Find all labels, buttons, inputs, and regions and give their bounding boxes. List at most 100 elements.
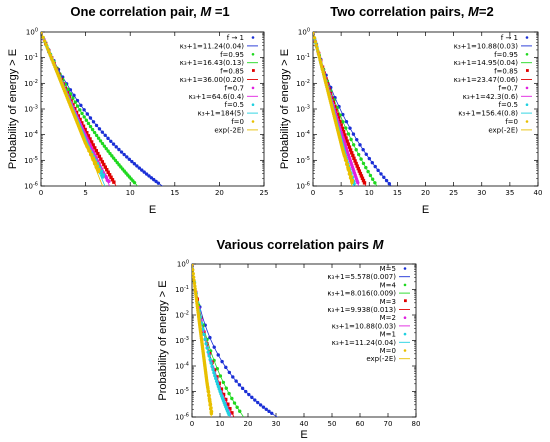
legend-fit-label: κ₃+1=10.88(0.03) [454,42,518,50]
data-point [212,371,216,375]
data-point [109,139,113,143]
legend-series-name: M=5 [380,265,396,273]
data-point [90,152,94,157]
y-tick-base: 10 [296,183,305,191]
legend-fit-label: κ₃+1=36.00(0.20) [180,76,244,84]
chart-title-part: M [373,237,385,252]
data-point [379,172,383,176]
y-tick-exponent: -6 [33,182,38,188]
data-point [109,175,113,179]
data-point [85,112,90,116]
data-point [206,350,210,354]
data-point [44,42,48,47]
y-tick-exponent: 0 [186,260,189,266]
y-tick-exponent: -3 [184,336,189,342]
data-point [192,275,196,279]
data-point [86,134,91,138]
legend-fit-label: κ₃+1=10.88(0.03) [332,322,396,330]
data-point [106,136,110,141]
y-axis-label: Probability of energy > E [279,49,291,169]
y-tick-label: 100 [177,260,189,269]
chart-title-part: Various correlation pairs [217,237,373,252]
data-point [206,390,211,394]
data-point [122,152,126,157]
data-point [86,121,91,126]
y-tick-base: 10 [24,54,33,62]
x-tick-label: 50 [328,420,337,428]
data-point [346,132,351,136]
data-point [339,123,343,127]
legend-marker [525,53,529,56]
data-point [209,409,214,414]
legend-marker [403,332,407,336]
legend-series-name: f=0.85 [220,68,244,76]
y-tick-label: 10-4 [24,130,38,139]
data-point [356,152,361,157]
data-point [247,392,251,397]
data-point [316,49,320,54]
y-tick-base: 10 [175,363,184,371]
legend-fit-label: κ₃+1=184(5) [198,110,245,118]
data-point [117,147,121,152]
x-tick-label: 0 [39,189,43,197]
data-point [94,149,98,153]
data-point [42,39,47,43]
data-point [240,386,245,391]
y-tick-exponent: 0 [35,28,38,34]
data-point [212,345,216,349]
x-tick-label: 5 [339,189,343,197]
y-tick-label: 10-5 [296,156,310,165]
data-point [76,114,81,118]
y-tick-label: 10-1 [24,53,38,62]
data-point [351,143,356,147]
y-tick-exponent: 0 [307,28,310,34]
data-point [92,130,97,135]
y-tick-exponent: -2 [305,79,310,85]
plot-area [41,32,163,186]
data-point [100,160,105,164]
data-point [270,411,274,416]
data-point [152,177,156,182]
data-point [211,367,215,372]
data-point [68,92,73,96]
legend-fit-label: κ₃+1=11.24(0.04) [180,42,244,50]
legend-fit-label: κ₃+1=8.016(0.009) [327,290,396,298]
y-tick-base: 10 [177,261,186,269]
data-point [348,126,352,130]
data-point [47,51,52,55]
y-tick-exponent: -1 [184,285,189,291]
legend-fit-label: κ₃+1=156.4(0.8) [458,110,518,118]
legend-fit-label: κ₃+1=16.43(0.13) [180,59,244,67]
data-point [41,32,43,34]
data-point [78,117,82,122]
data-point [94,133,99,138]
data-point [208,357,212,362]
data-point [336,116,341,120]
legend-marker [251,36,255,39]
y-tick-label: 10-2 [175,311,189,320]
data-point [208,402,213,407]
data-point [80,121,84,125]
legend-fit-label: exp(-2E) [214,126,244,134]
y-tick-exponent: -4 [305,130,310,136]
data-point [354,161,358,166]
y-tick-label: 10-3 [24,105,38,114]
y-tick-label: 10-5 [24,156,38,165]
legend-marker [251,86,255,90]
y-tick-label: 10-1 [175,285,189,294]
data-point [210,364,214,369]
data-point [144,172,149,176]
x-tick-label: 5 [83,189,87,197]
data-point [108,151,112,156]
data-point [338,119,342,124]
y-tick-label: 100 [298,28,310,37]
data-point [253,398,257,402]
data-point [107,173,112,177]
data-point [348,171,352,176]
data-point [313,40,318,44]
data-point [89,140,94,144]
y-tick-label: 10-3 [175,336,189,345]
data-point [367,156,372,161]
data-point [193,289,198,294]
x-tick-label: 70 [384,420,393,428]
